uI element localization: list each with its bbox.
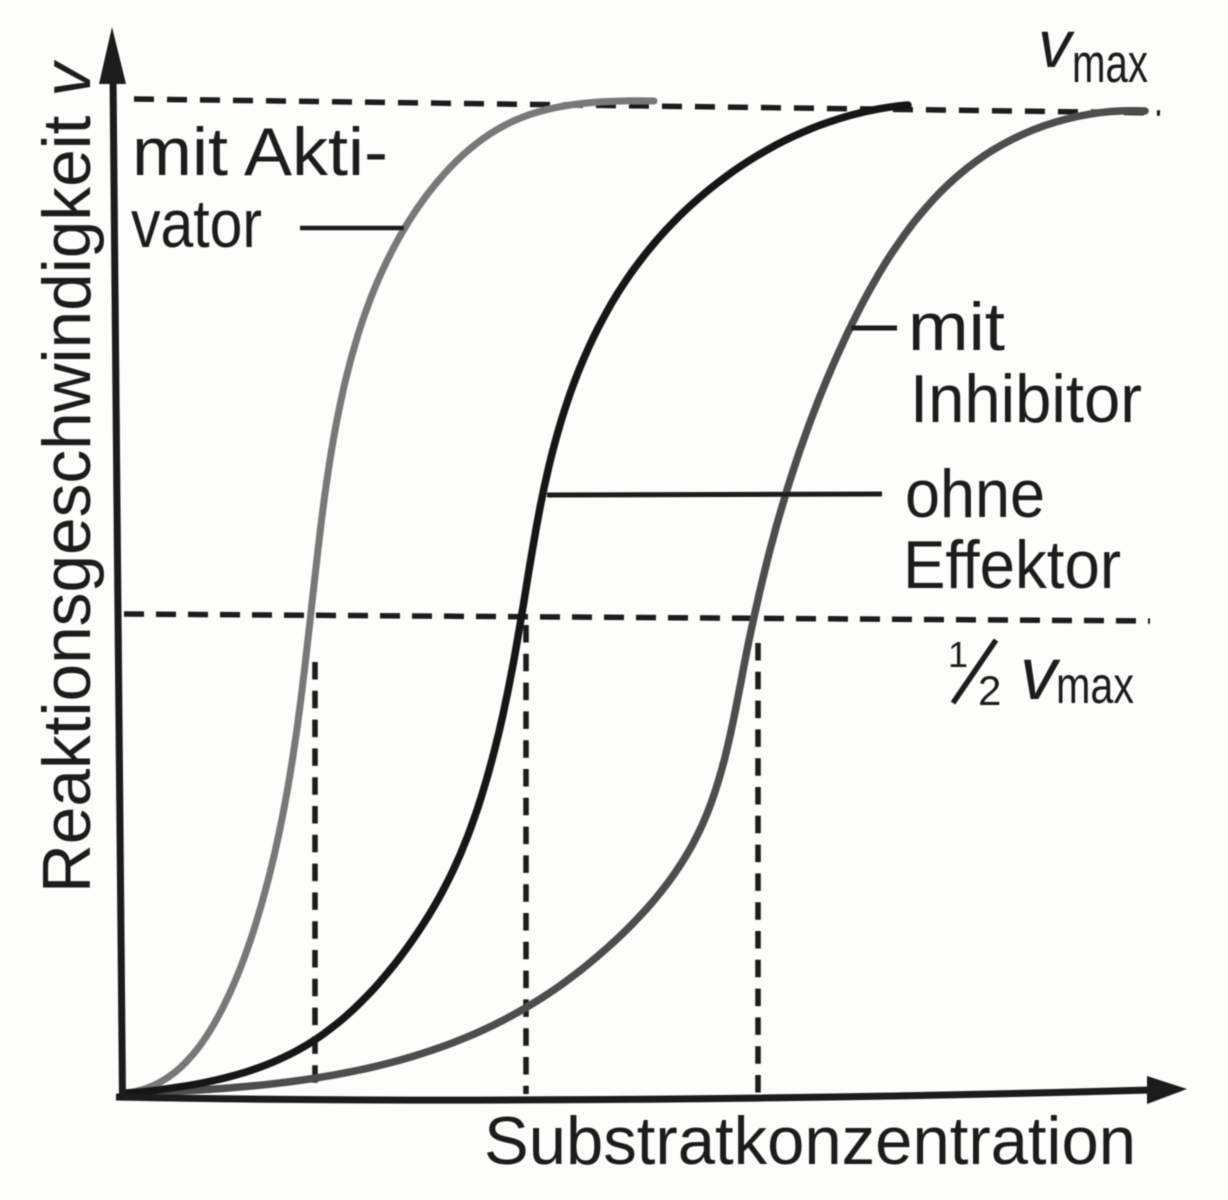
svg-text:v: v <box>1020 632 1061 715</box>
svg-text:v: v <box>1038 7 1075 82</box>
svg-text:Inhibitor: Inhibitor <box>910 361 1142 437</box>
svg-text:max: max <box>1072 32 1148 94</box>
svg-text:Substratkonzentration: Substratkonzentration <box>484 1103 1136 1179</box>
svg-text:Reaktionsgeschwindigkeit v: Reaktionsgeschwindigkeit v <box>29 59 105 893</box>
svg-text:max: max <box>1056 657 1134 715</box>
svg-text:2: 2 <box>978 667 1001 714</box>
svg-text:Effektor: Effektor <box>903 527 1121 603</box>
svg-text:1: 1 <box>948 634 968 675</box>
svg-text:mit Akti-: mit Akti- <box>132 114 388 190</box>
svg-text:ohne: ohne <box>905 456 1045 532</box>
svg-text:mit: mit <box>908 289 1005 365</box>
svg-text:vator: vator <box>131 186 262 262</box>
